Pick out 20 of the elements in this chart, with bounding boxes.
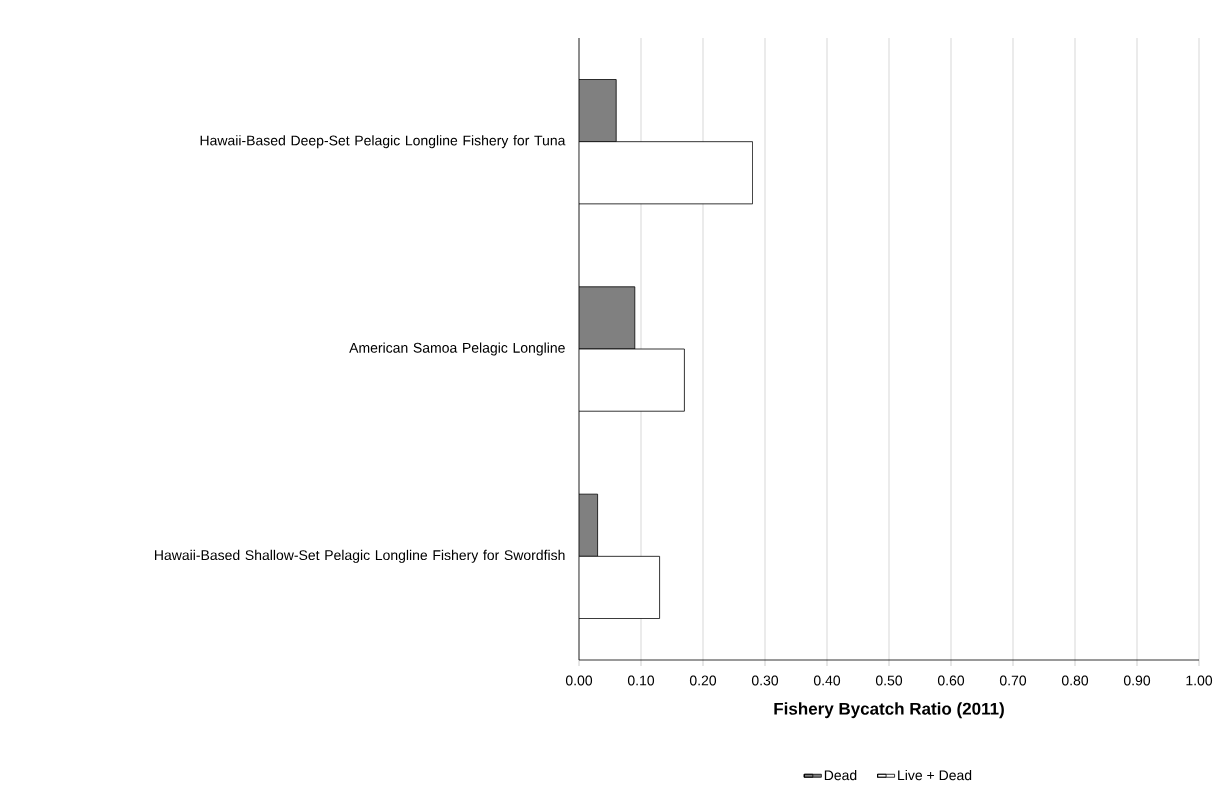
x-tick-label: 0.20: [689, 675, 717, 686]
bar: [579, 286, 636, 350]
y-tick-label: Hawaii-Based Shallow-Set Pelagic Longline Fishery for Swordfish: [155, 549, 565, 563]
legend-label: Dead: [824, 769, 857, 781]
x-tick-label: 0.30: [751, 675, 779, 686]
x-tick-label: 0.40: [813, 675, 841, 686]
x-tick-label: 1.00: [1186, 675, 1213, 686]
bar: [579, 493, 598, 557]
x-tick-label: 0.70: [999, 675, 1027, 686]
x-tick-label: 0.50: [875, 675, 903, 686]
x-axis-title: Fishery Bycatch Ratio (2011): [774, 702, 1004, 719]
x-tick-label: 0.80: [1061, 675, 1089, 686]
bar: [579, 79, 617, 143]
x-tick-label: 0.90: [1123, 675, 1151, 686]
y-tick-label: American Samoa Pelagic Longline: [349, 342, 565, 356]
x-tick-label: 0.60: [937, 675, 965, 686]
x-tick-label: 0.00: [565, 675, 593, 686]
text: Live + Dead: [898, 769, 972, 781]
y-tick-label: Hawaii-Based Deep-Set Pelagic Longline Fishery for Tuna: [200, 135, 566, 149]
x-tick-label: 0.10: [627, 675, 655, 686]
